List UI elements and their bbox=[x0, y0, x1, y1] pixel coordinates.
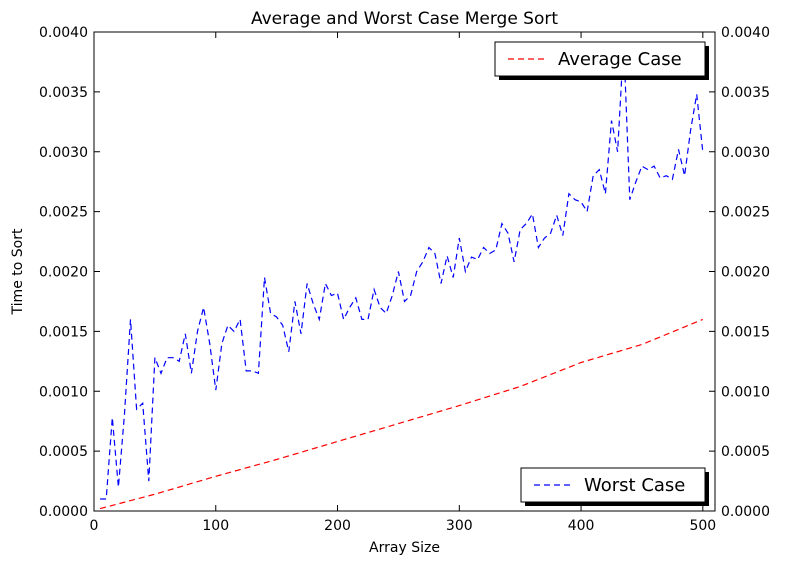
legend-average-case: Average Case bbox=[494, 41, 709, 80]
y-tick-label-left: 0.0035 bbox=[39, 85, 88, 101]
y-tick-label-left: 0.0015 bbox=[39, 324, 88, 340]
legend-average-label: Average Case bbox=[558, 49, 682, 70]
series-layer bbox=[99, 41, 704, 510]
x-axis: 0 100 200 300 400 500 bbox=[90, 32, 716, 534]
y-tick-label-left: 0.0010 bbox=[39, 384, 88, 400]
series-line-average-case bbox=[99, 318, 704, 510]
y-tick-label-left: 0.0030 bbox=[39, 145, 88, 161]
y-tick-label-left: 0.0000 bbox=[39, 504, 88, 520]
right-axis: 0.0000 0.0005 0.0010 0.0015 0.0020 0.0025 0.00… bbox=[709, 25, 770, 520]
chart-title: Average and Worst Case Merge Sort bbox=[251, 9, 558, 29]
legend-worst-case: Worst Case bbox=[520, 467, 709, 506]
y-tick-label-right: 0.0015 bbox=[721, 324, 770, 340]
x-tick-label: 300 bbox=[446, 518, 473, 534]
legend-worst-label: Worst Case bbox=[584, 475, 685, 496]
series-line-worst-case bbox=[100, 41, 704, 500]
y-tick-label-right: 0.0005 bbox=[721, 444, 770, 460]
legend-average-box bbox=[494, 41, 706, 77]
x-tick-label: 500 bbox=[689, 518, 716, 534]
y-tick-label-right: 0.0010 bbox=[721, 384, 770, 400]
plot-frame bbox=[93, 31, 716, 512]
x-tick-label: 200 bbox=[324, 518, 351, 534]
y-axis-label: Time to Sort bbox=[10, 228, 26, 315]
legend-worst-box bbox=[520, 467, 706, 503]
y-tick-label-right: 0.0020 bbox=[721, 265, 770, 281]
y-tick-label-right: 0.0040 bbox=[721, 25, 770, 41]
x-tick-label: 0 bbox=[90, 518, 99, 534]
left-axis: 0.0000 0.0005 0.0010 0.0015 0.0020 0.0025 0.00… bbox=[39, 25, 100, 520]
y-tick-label-right: 0.0035 bbox=[721, 85, 770, 101]
y-tick-label-left: 0.0005 bbox=[39, 444, 88, 460]
y-tick-label-right: 0.0030 bbox=[721, 145, 770, 161]
y-tick-label-left: 0.0040 bbox=[39, 25, 88, 41]
x-axis-label: Array Size bbox=[369, 540, 440, 556]
x-tick-label: 400 bbox=[568, 518, 595, 534]
y-tick-label-right: 0.0000 bbox=[721, 504, 770, 520]
y-tick-label-left: 0.0025 bbox=[39, 205, 88, 221]
x-tick-label: 100 bbox=[202, 518, 229, 534]
y-tick-label-right: 0.0025 bbox=[721, 205, 770, 221]
y-tick-label-left: 0.0020 bbox=[39, 265, 88, 281]
